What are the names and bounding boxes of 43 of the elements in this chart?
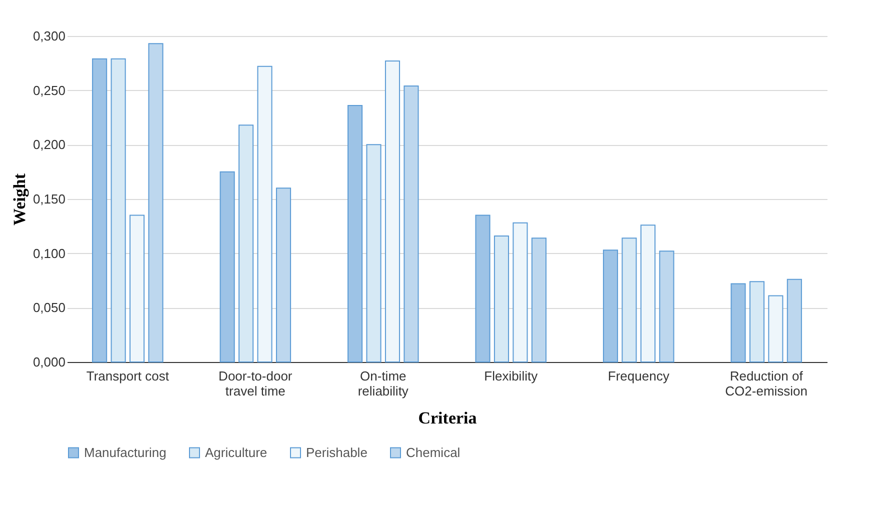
bar bbox=[384, 60, 400, 362]
bar bbox=[749, 281, 764, 362]
y-tick-label: 0,150 bbox=[32, 192, 66, 206]
legend-label: Manufacturing bbox=[84, 444, 166, 460]
y-tick-label: 0,000 bbox=[32, 354, 66, 370]
bar bbox=[92, 58, 108, 362]
bar bbox=[768, 295, 784, 362]
x-axis-title: Criteria bbox=[418, 408, 478, 428]
bar bbox=[148, 43, 164, 362]
bar bbox=[730, 283, 746, 362]
bar bbox=[257, 66, 272, 362]
y-tick-label: 0,250 bbox=[32, 82, 66, 98]
legend-label: Perishable bbox=[306, 444, 368, 460]
bar bbox=[220, 171, 235, 362]
legend-label: Agriculture bbox=[205, 444, 268, 460]
bar bbox=[404, 85, 419, 362]
y-tick-label: 0,200 bbox=[32, 137, 66, 152]
bar bbox=[640, 224, 656, 362]
y-tick-label: 0,050 bbox=[32, 300, 66, 316]
x-tick-label: Door-to-door travel time bbox=[218, 368, 293, 398]
y-tick-label: 0,300 bbox=[32, 28, 66, 44]
bar bbox=[348, 105, 363, 362]
bar bbox=[475, 214, 490, 362]
x-tick-label: Reduction of CO2-emission bbox=[725, 368, 808, 398]
bar bbox=[602, 250, 618, 362]
x-tick-label: Transport cost bbox=[86, 368, 170, 384]
bar bbox=[130, 214, 145, 362]
bar bbox=[110, 58, 126, 362]
x-tick-label: Frequency bbox=[608, 368, 670, 384]
bar bbox=[366, 144, 382, 362]
y-axis-title: Weight bbox=[10, 173, 29, 226]
bar bbox=[531, 238, 546, 362]
bar bbox=[276, 188, 292, 362]
bar bbox=[622, 238, 637, 362]
x-tick-label: On-time reliability bbox=[358, 368, 409, 398]
bar bbox=[238, 124, 254, 362]
bar bbox=[786, 278, 802, 362]
x-tick-label: Flexibility bbox=[484, 368, 538, 384]
bar bbox=[512, 222, 528, 362]
bar bbox=[659, 250, 674, 362]
y-tick-label: 0,100 bbox=[32, 246, 66, 261]
bar bbox=[494, 235, 510, 362]
legend-label: Chemical bbox=[406, 444, 460, 460]
